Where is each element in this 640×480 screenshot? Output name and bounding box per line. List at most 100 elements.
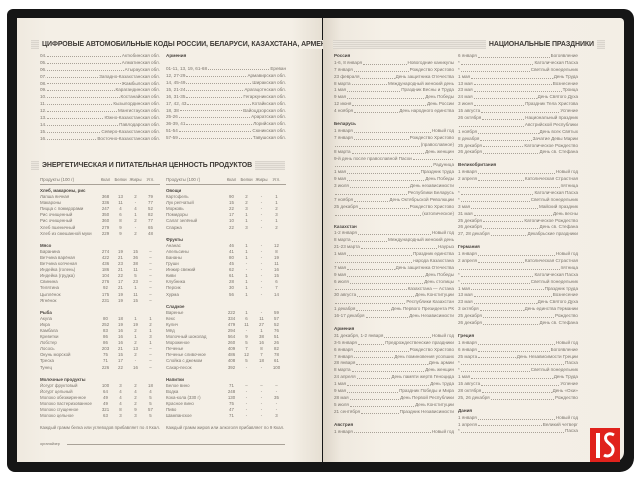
row-value: Новый год — [555, 414, 578, 420]
car-codes-title-band: ЦИФРОВЫЕ АВТОМОБИЛЬНЫЕ КОДЫ РОССИИ, БЕЛА… — [31, 40, 339, 49]
row-label: 6 января — [458, 53, 477, 58]
row-value: Вознесение — [552, 292, 578, 298]
list-row: 26 декабря День св. Стефана — [458, 149, 578, 156]
table-row: Красное вино 75 - - - — [166, 401, 286, 407]
table-cell: – — [149, 352, 152, 358]
table-cell: 12 — [244, 352, 249, 358]
table-cell: – — [149, 273, 152, 279]
car-codes-title: ЦИФРОВЫЕ АВТОМОБИЛЬНЫЕ КОДЫ РОССИИ, БЕЛА… — [39, 40, 339, 49]
list-row: 09. Карагандинская обл. — [40, 86, 160, 93]
table-cell: 49 — [103, 401, 108, 406]
dot-leader — [335, 211, 422, 216]
row-value: Майский праздник — [538, 203, 578, 209]
table-cell: Печенье — [166, 346, 184, 352]
list-row: 12 июня День России — [334, 101, 454, 108]
country-heading: Великобритания — [458, 162, 497, 168]
list-row: 1 января Новый год — [458, 415, 578, 422]
list-row: 25 декабря Рождество Христово — [334, 204, 454, 211]
list-row: 7 ноября День Октябрьской Революции — [334, 197, 454, 204]
table-cell: – — [149, 261, 152, 267]
row-label: 15, 21-24 — [166, 86, 186, 92]
row-label: 1 мая — [458, 285, 471, 291]
table-cell: 11 — [133, 291, 138, 297]
dot-leader — [482, 218, 524, 223]
list-row: 12. Мангистауская обл. — [40, 107, 160, 114]
category-heading: Мясо — [40, 242, 52, 248]
table-cell: – — [149, 358, 152, 364]
table-row: Печенье сливочное 486 12 7 78 — [166, 352, 286, 358]
table-cell: 5 — [245, 340, 248, 346]
category-heading: Хлеб, макароны, рис — [40, 188, 86, 193]
list-row: 31 декабря, 1-2 января Новый год — [334, 333, 454, 340]
row-label: 6 января — [334, 346, 353, 352]
list-row: 8 марта День женщин — [334, 367, 454, 374]
table-cell: – — [149, 248, 152, 254]
column-header: Продукты (100 г) — [40, 177, 75, 182]
row-label: 14, 45-49 — [166, 79, 186, 85]
row-value: День столицы — [424, 278, 454, 284]
row-label: 1 апреля — [458, 421, 477, 427]
dot-leader — [349, 395, 400, 400]
category-heading: Рыба — [40, 309, 52, 315]
row-label: 1 января — [458, 339, 477, 345]
dot-leader — [473, 94, 537, 100]
row-label: 6 января — [458, 346, 477, 352]
dot-leader — [459, 265, 560, 270]
table-cell: 15 — [133, 297, 138, 303]
table-cell: - — [275, 407, 278, 413]
list-row: 26 декабря День св. Стефана — [458, 224, 578, 231]
table-cell: 51 — [274, 334, 279, 340]
row-value: Южно-Казахстанская обл. — [104, 115, 160, 121]
brand-logo — [590, 428, 620, 462]
table-cell: 75 — [229, 401, 234, 406]
row-label: 1 мая — [458, 73, 471, 79]
row-value: (православное) — [420, 141, 454, 147]
dot-leader — [353, 429, 431, 434]
country-heading: Россия — [334, 53, 351, 58]
table-cell: - — [245, 407, 248, 413]
holidays-left-column: Россия 1-6, 8 января Новогодние каникулы 7 … — [334, 53, 454, 435]
table-cell: - — [260, 279, 263, 285]
dot-leader — [47, 66, 124, 71]
table-cell: 82 — [274, 346, 279, 352]
row-value: Жамбылская обл. — [121, 80, 160, 86]
dot-leader — [356, 360, 428, 366]
table-cell: 3 — [245, 224, 248, 230]
dot-leader — [460, 279, 530, 284]
row-label: 7 января — [334, 66, 353, 72]
list-row: 25 декабря Рождество — [458, 313, 578, 320]
dot-leader — [347, 265, 395, 270]
row-value: День памяти жертв Геноцида — [391, 374, 454, 380]
row-value: День Святого Духа — [537, 299, 578, 305]
row-label: 25-26 — [166, 114, 178, 120]
list-row: 1 ноября День всех Святых — [458, 129, 578, 136]
table-cell: 17 — [118, 279, 123, 285]
table-cell: 4 — [119, 401, 122, 406]
row-label: 26 декабря — [458, 224, 482, 230]
table-cell: Груши — [166, 261, 179, 267]
dot-leader — [473, 299, 537, 305]
table-row: Йогурт фруктовый 100 3 2 18 — [40, 383, 160, 389]
dot-leader — [347, 381, 430, 387]
table-cell: Кулич — [166, 321, 178, 327]
table-cell: - — [275, 401, 278, 406]
table-cell: Кекс — [166, 315, 176, 321]
table-cell: 2 — [134, 382, 137, 388]
table-cell: 1 — [245, 218, 248, 224]
row-value: Великий четверг — [542, 421, 578, 427]
table-row: Белое вино 71 – – – — [166, 383, 286, 389]
list-row: 5 июля День Конституции — [334, 402, 454, 409]
table-cell: 17 — [118, 358, 123, 364]
table-cell: 4 — [119, 206, 122, 212]
list-row: 7 января Рождество Христово — [334, 135, 454, 142]
list-row: * Пасха — [458, 428, 578, 435]
row-label: * — [458, 189, 460, 195]
row-label: 2 апреля — [458, 176, 477, 182]
list-row: 1 января Новый год — [458, 251, 578, 258]
row-value: Новый год — [431, 428, 454, 434]
table-cell: 16 — [118, 340, 123, 346]
row-label: 1 ноября — [458, 128, 478, 134]
table-cell: Белое вино — [166, 382, 190, 388]
table-cell: 61 — [229, 273, 234, 279]
row-label: 23 мая — [458, 87, 473, 93]
